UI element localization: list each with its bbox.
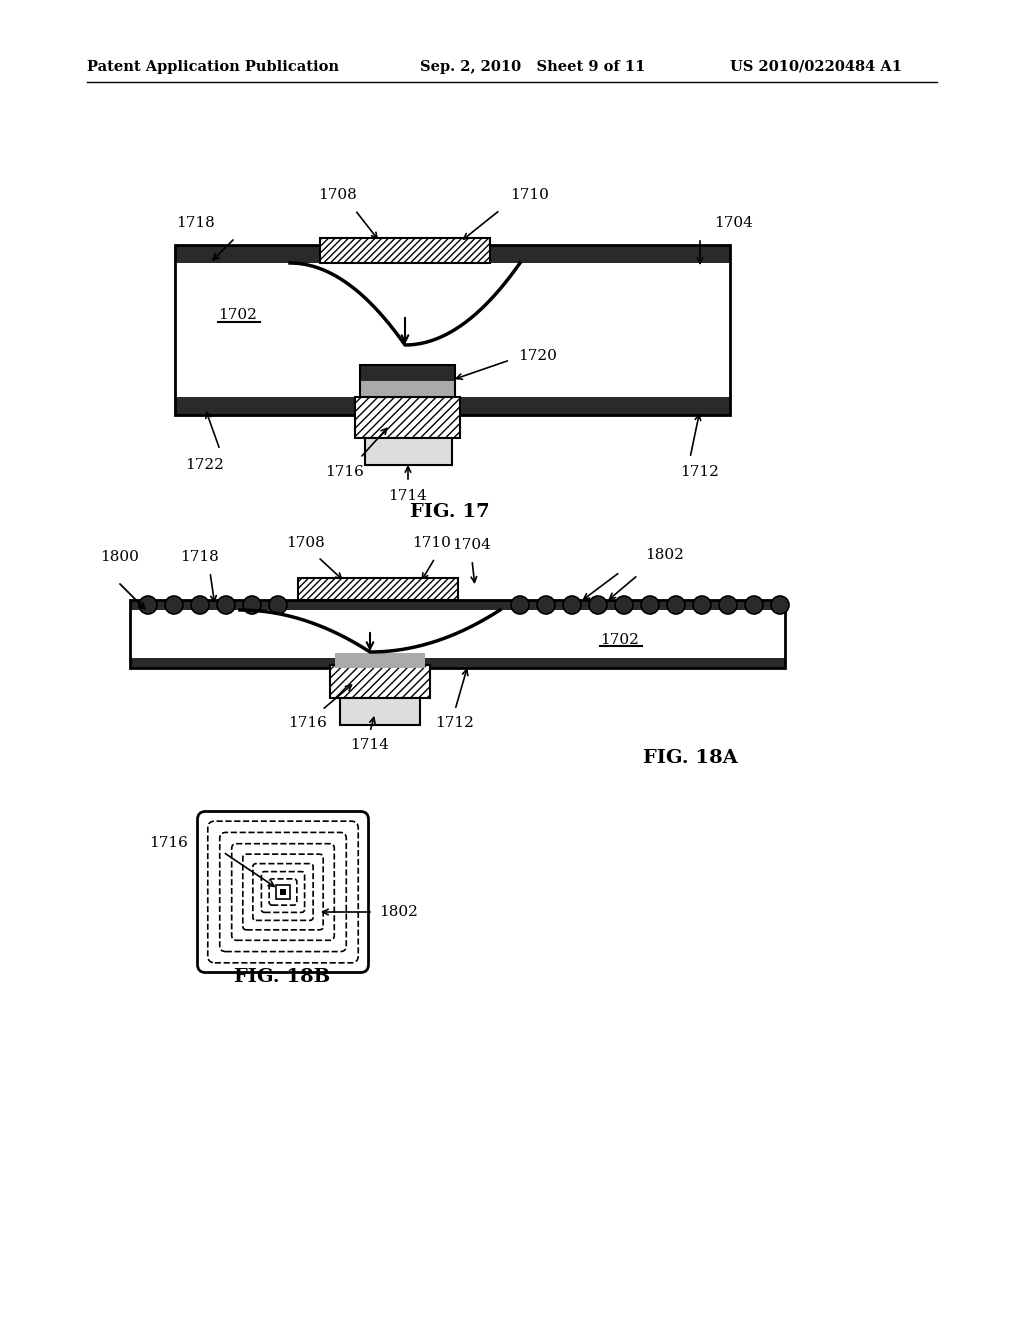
Text: 1714: 1714 — [350, 738, 389, 752]
Bar — [175, 246, 730, 263]
Circle shape — [615, 597, 633, 614]
Text: 1702: 1702 — [218, 308, 257, 322]
Circle shape — [667, 597, 685, 614]
Text: FIG. 17: FIG. 17 — [411, 503, 489, 521]
Bar — [365, 438, 452, 465]
Circle shape — [165, 597, 183, 614]
Circle shape — [745, 597, 763, 614]
Circle shape — [217, 597, 234, 614]
Circle shape — [269, 597, 287, 614]
Bar — [130, 657, 785, 668]
Circle shape — [693, 597, 711, 614]
Circle shape — [771, 597, 790, 614]
Circle shape — [139, 597, 157, 614]
Circle shape — [511, 597, 529, 614]
Bar — [130, 601, 785, 668]
Text: FIG. 18B: FIG. 18B — [233, 968, 330, 986]
Text: 1712: 1712 — [435, 715, 474, 730]
Bar — [175, 246, 730, 414]
Text: 1714: 1714 — [388, 488, 427, 503]
Text: 1708: 1708 — [286, 536, 325, 550]
Bar — [330, 665, 430, 698]
Text: Patent Application Publication: Patent Application Publication — [87, 59, 339, 74]
FancyBboxPatch shape — [198, 812, 369, 973]
Circle shape — [243, 597, 261, 614]
Bar — [360, 366, 455, 397]
Text: 1716: 1716 — [150, 836, 188, 850]
Text: 1802: 1802 — [645, 548, 684, 562]
Text: 1802: 1802 — [379, 906, 418, 919]
Circle shape — [191, 597, 209, 614]
Text: 1800: 1800 — [100, 550, 139, 564]
Text: FIG. 18A: FIG. 18A — [643, 748, 737, 767]
Text: 1702: 1702 — [600, 634, 639, 647]
Circle shape — [641, 597, 659, 614]
Text: 1708: 1708 — [318, 187, 357, 202]
Text: 1718: 1718 — [180, 550, 219, 564]
Bar — [340, 698, 420, 725]
Bar — [360, 366, 455, 381]
Bar — [175, 397, 730, 414]
Bar — [280, 888, 286, 895]
Circle shape — [589, 597, 607, 614]
Text: 1720: 1720 — [518, 348, 557, 363]
Bar — [130, 601, 785, 610]
Text: 1716: 1716 — [289, 715, 328, 730]
Bar — [319, 238, 490, 263]
Bar — [276, 884, 290, 899]
Text: Sep. 2, 2010   Sheet 9 of 11: Sep. 2, 2010 Sheet 9 of 11 — [420, 59, 645, 74]
Bar — [335, 653, 425, 668]
Bar — [175, 246, 730, 414]
Bar — [355, 397, 460, 438]
Text: 1710: 1710 — [413, 536, 452, 550]
Text: 1718: 1718 — [176, 216, 214, 230]
Bar — [130, 601, 785, 668]
Circle shape — [563, 597, 581, 614]
Text: 1722: 1722 — [185, 458, 224, 473]
Circle shape — [719, 597, 737, 614]
Text: 1716: 1716 — [326, 465, 365, 479]
Circle shape — [537, 597, 555, 614]
Text: 1712: 1712 — [681, 465, 720, 479]
Bar — [360, 381, 455, 397]
Text: US 2010/0220484 A1: US 2010/0220484 A1 — [730, 59, 902, 74]
Bar — [298, 578, 458, 601]
Text: 1704: 1704 — [714, 216, 753, 230]
Text: 1710: 1710 — [510, 187, 549, 202]
Text: 1704: 1704 — [453, 539, 492, 552]
